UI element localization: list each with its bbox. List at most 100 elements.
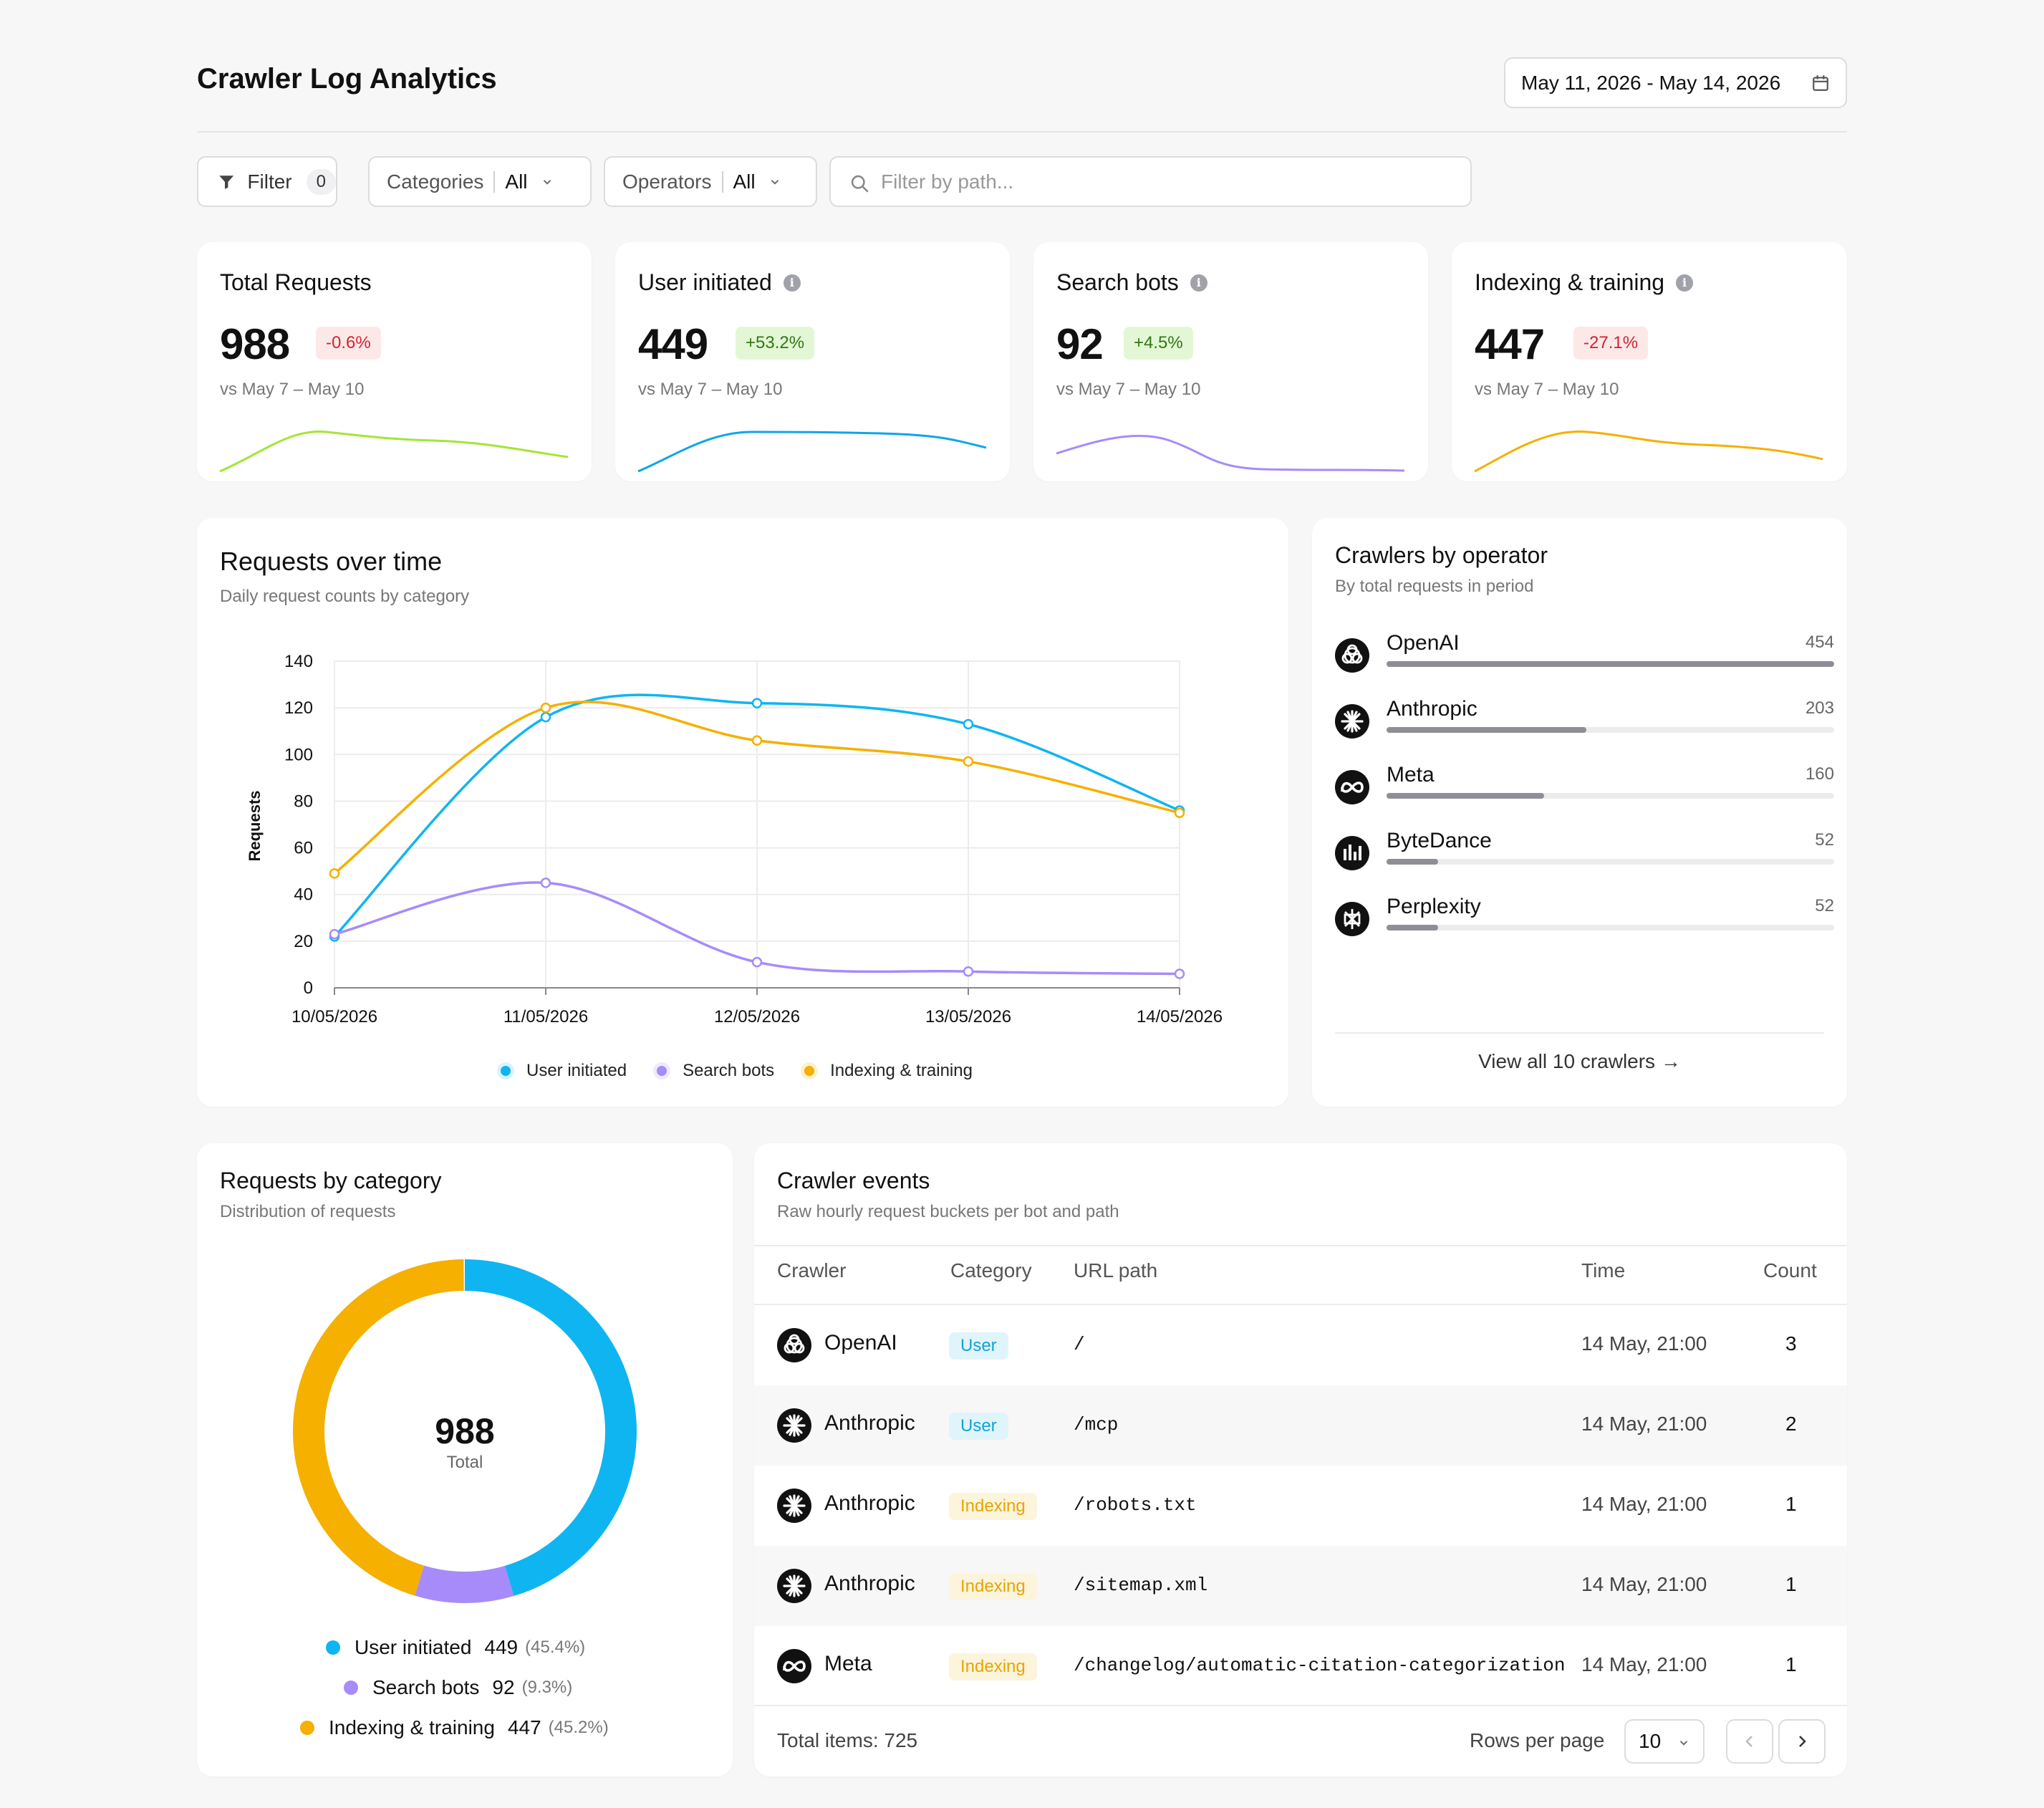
- divider: [754, 1245, 1847, 1246]
- info-icon[interactable]: i: [1676, 274, 1694, 292]
- card-title: Crawlers by operator: [1335, 542, 1548, 568]
- stat-title-text: Indexing & training: [1475, 269, 1665, 295]
- operator-count: 203: [1805, 698, 1834, 718]
- column-header-count[interactable]: Count: [1763, 1259, 1817, 1282]
- legend-label: Indexing & training: [329, 1716, 495, 1739]
- delta-badge: +53.2%: [736, 327, 815, 360]
- stat-value: 449: [638, 320, 708, 368]
- legend-percent: (9.3%): [521, 1678, 573, 1697]
- data-point: [540, 711, 551, 723]
- date-range-text: May 11, 2026 - May 14, 2026: [1521, 71, 1781, 94]
- column-header-time[interactable]: Time: [1581, 1259, 1626, 1282]
- sparkline-total: [219, 431, 569, 473]
- category-pill: Indexing: [949, 1573, 1037, 1600]
- requests-line-chart: Requests 0 20 40 60 80 100 120 140 10/05/2026 11/…: [246, 652, 1223, 1026]
- data-point: [1174, 968, 1185, 979]
- crawler-name: Anthropic: [824, 1572, 915, 1595]
- url-path: /sitemap.xml: [1074, 1574, 1208, 1596]
- event-time: 14 May, 21:00: [1581, 1573, 1707, 1595]
- event-time: 14 May, 21:00: [1581, 1493, 1707, 1515]
- x-tick-label: 13/05/2026: [925, 1007, 1011, 1026]
- stat-value: 92: [1056, 320, 1104, 368]
- table-row[interactable]: Anthropic Indexing /sitemap.xml 14 May, …: [754, 1546, 1847, 1626]
- column-header-crawler[interactable]: Crawler: [777, 1259, 847, 1282]
- filter-button[interactable]: Filter 0: [197, 156, 337, 207]
- openai-logo-icon: [1335, 638, 1369, 673]
- event-time: 14 May, 21:00: [1581, 1332, 1707, 1355]
- data-point: [963, 756, 974, 767]
- series-line-user-initiated: [333, 693, 1180, 938]
- operator-bar-fill: [1387, 793, 1544, 799]
- legend-label: Indexing & training: [830, 1061, 973, 1080]
- data-point: [329, 868, 340, 879]
- table-row[interactable]: OpenAI User / 14 May, 21:00 3: [754, 1305, 1847, 1385]
- column-header-category[interactable]: Category: [950, 1259, 1032, 1282]
- legend-label: Search bots: [683, 1061, 775, 1080]
- donut-slice-indexing-training[interactable]: [293, 1259, 464, 1596]
- y-tick-label: 40: [294, 885, 313, 905]
- table-row[interactable]: Meta Indexing /changelog/automatic-citat…: [754, 1626, 1847, 1706]
- table-row[interactable]: Anthropic Indexing /robots.txt 14 May, 2…: [754, 1466, 1847, 1546]
- date-range-picker[interactable]: May 11, 2026 - May 14, 2026: [1504, 57, 1847, 108]
- stat-value: 447: [1475, 320, 1545, 368]
- table-row[interactable]: Anthropic User /mcp 14 May, 21:00 2: [754, 1385, 1847, 1466]
- info-icon[interactable]: i: [1190, 274, 1207, 292]
- filter-count-badge: 0: [306, 168, 336, 195]
- stat-title-text: User initiated: [638, 269, 772, 295]
- divider: [754, 1705, 1847, 1706]
- event-count: 1: [1785, 1653, 1797, 1675]
- sparkline-search-bots: [1056, 435, 1405, 472]
- data-point: [1174, 807, 1185, 818]
- perplexity-logo-icon: [1335, 902, 1369, 936]
- stat-title-text: Search bots: [1056, 269, 1179, 295]
- next-page-button[interactable]: [1778, 1719, 1826, 1764]
- operators-label: Operators: [622, 170, 712, 193]
- path-search-box[interactable]: [829, 156, 1472, 207]
- donut-total-value: 988: [435, 1411, 495, 1451]
- column-header-url-path[interactable]: URL path: [1074, 1259, 1158, 1282]
- y-tick-label: 80: [294, 792, 313, 811]
- categories-dropdown[interactable]: Categories All: [368, 156, 592, 207]
- chevron-left-icon: [1745, 1736, 1753, 1747]
- event-count: 1: [1785, 1573, 1797, 1595]
- category-pill: Indexing: [949, 1493, 1037, 1520]
- divider: [754, 1304, 1847, 1305]
- legend-dot: [501, 1066, 511, 1076]
- header-divider: [197, 131, 1847, 133]
- info-icon[interactable]: i: [783, 274, 801, 292]
- category-pill: Indexing: [949, 1653, 1037, 1680]
- page-title: Crawler Log Analytics: [197, 63, 497, 95]
- operator-count: 52: [1815, 896, 1834, 915]
- operators-dropdown[interactable]: Operators All: [604, 156, 817, 207]
- operator-count: 52: [1815, 830, 1834, 850]
- operator-count: 160: [1805, 764, 1834, 784]
- stat-card-search-bots: Search bots i 92 +4.5% vs May 7 – May 10: [1033, 242, 1428, 481]
- previous-page-button[interactable]: [1726, 1719, 1773, 1764]
- donut-legend-item: User initiated 449 (45.4%): [326, 1636, 585, 1659]
- operator-bar-track: [1387, 859, 1834, 865]
- rows-per-page-select[interactable]: 10: [1624, 1719, 1705, 1764]
- path-search-input[interactable]: [881, 168, 1454, 196]
- donut-slice-search-bots[interactable]: [415, 1565, 514, 1603]
- meta-logo-icon: [1335, 770, 1369, 804]
- crawler-name: Meta: [824, 1652, 872, 1675]
- donut-legend-item: Search bots 92 (9.3%): [344, 1676, 572, 1699]
- donut-total-label: Total: [446, 1453, 483, 1472]
- total-items-text: Total items: 725: [777, 1729, 918, 1751]
- legend-dot: [300, 1721, 314, 1735]
- operators-value: All: [733, 170, 756, 193]
- data-point: [751, 956, 763, 968]
- legend-value: 447: [507, 1716, 541, 1739]
- url-path: /: [1074, 1334, 1085, 1355]
- event-time: 14 May, 21:00: [1581, 1413, 1707, 1435]
- separator: [493, 170, 496, 193]
- sparkline-indexing: [1474, 431, 1823, 473]
- donut-legend-item: Indexing & training 447 (45.2%): [300, 1716, 609, 1739]
- view-all-crawlers-link[interactable]: View all 10 crawlers →: [1478, 1050, 1681, 1072]
- event-count: 3: [1785, 1332, 1797, 1355]
- data-point: [540, 702, 551, 713]
- x-tick-label: 10/05/2026: [291, 1007, 377, 1026]
- y-tick-label: 0: [304, 978, 313, 998]
- donut-slice-user-initiated[interactable]: [464, 1259, 637, 1597]
